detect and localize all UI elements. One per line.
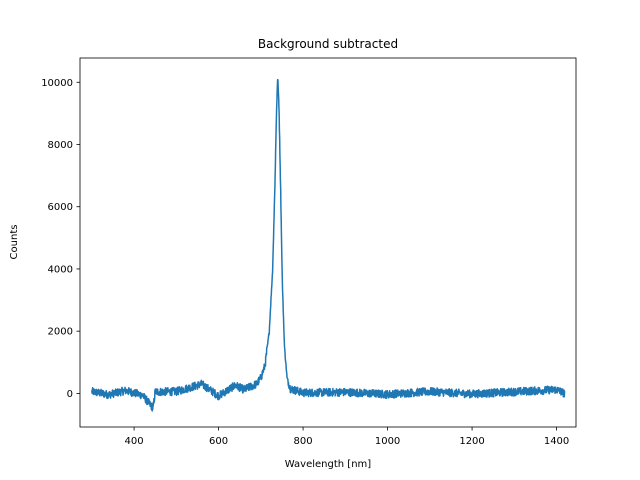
x-tick-label: 400 (125, 436, 144, 447)
y-tick-label: 10000 (41, 78, 73, 89)
x-tick-label: 1000 (375, 436, 400, 447)
plot-frame (79, 57, 577, 428)
plot-area (91, 79, 566, 412)
x-tick-label: 1400 (544, 436, 569, 447)
x-tick-label: 1200 (459, 436, 484, 447)
y-tick-label: 0 (67, 389, 73, 400)
y-tick-label: 2000 (48, 327, 73, 338)
x-axis-ticks: 400 600 800 1000 1200 1400 (125, 427, 569, 447)
x-tick-label: 600 (209, 436, 228, 447)
spectrum-line (91, 79, 566, 412)
chart-title: Background subtracted (258, 37, 398, 51)
y-tick-label: 6000 (48, 202, 73, 213)
y-tick-label: 8000 (48, 140, 73, 151)
y-axis-label: Counts (9, 225, 20, 260)
x-axis-label: Wavelength [nm] (285, 459, 371, 470)
x-tick-label: 800 (294, 436, 313, 447)
y-tick-label: 4000 (48, 264, 73, 275)
y-axis-ticks: 0 2000 4000 6000 8000 10000 (41, 78, 80, 400)
